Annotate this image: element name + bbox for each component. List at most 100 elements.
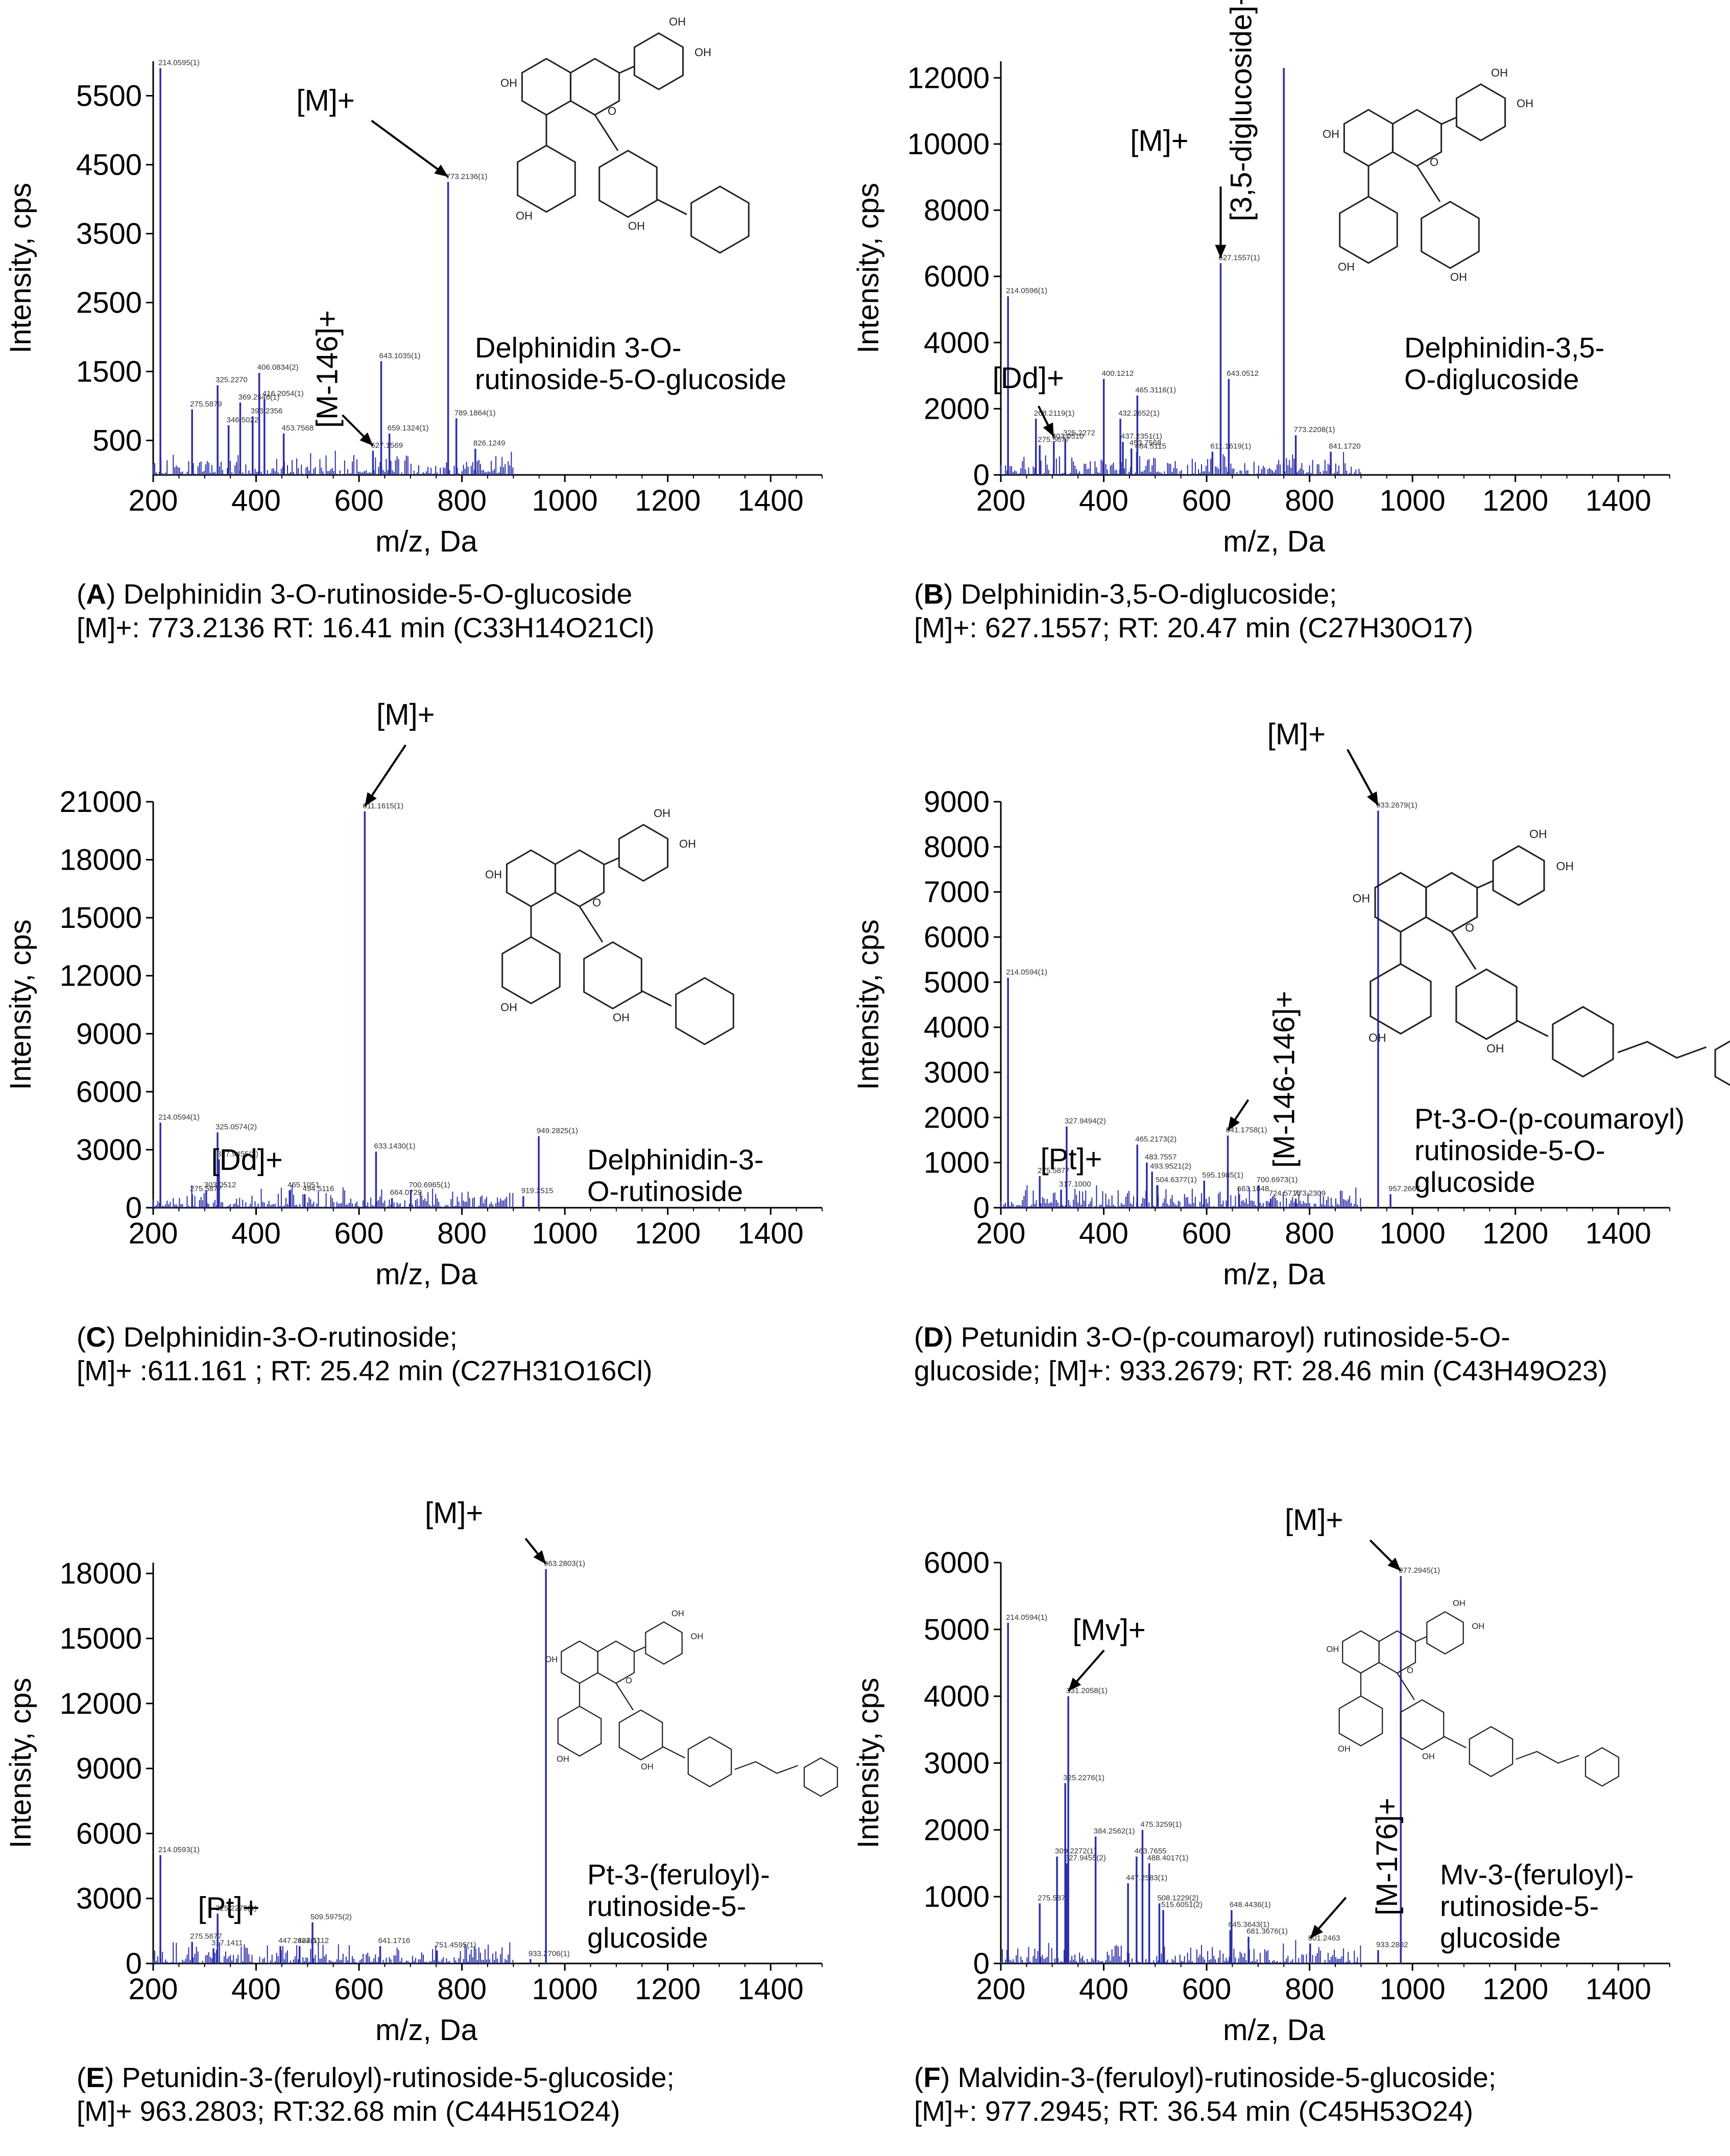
x-tick-label: 200 [129, 1217, 178, 1250]
peak-label: 325.2276(1) [1063, 1774, 1104, 1782]
y-tick-label: 500 [92, 424, 142, 458]
annotation: [M]+ [425, 1497, 547, 1565]
structure-drawing: OH OH OH O OH OH [1327, 1599, 1620, 1787]
peak-label: 275.5677 [190, 1932, 222, 1941]
y-tick-label: 12000 [907, 61, 990, 94]
peak-label: 919.2515 [521, 1186, 554, 1195]
x-tick-label: 1400 [1585, 484, 1651, 517]
y-tick-label: 8000 [924, 830, 990, 864]
peak-label: 453.7568 [1130, 439, 1162, 447]
svg-text:OH: OH [1368, 1031, 1386, 1044]
peak-label: 325.2275(1) [215, 1904, 257, 1912]
caption-c: (C) Delphinidin-3-O-rutinoside; [M]+ :611… [77, 1321, 653, 1386]
svg-text:[M]+: [M]+ [1130, 124, 1188, 157]
svg-text:O: O [592, 896, 601, 909]
x-tick-label: 1000 [1380, 1973, 1446, 2006]
y-tick-label: 6000 [76, 1075, 142, 1109]
peak-label: 437.2351(1) [1121, 432, 1162, 441]
peak-label: 663.1848 [1237, 1185, 1269, 1193]
svg-text:OH: OH [1556, 859, 1574, 873]
x-tick-label: 1200 [1482, 1973, 1548, 2006]
spectrum-panel-c: 0 3000 6000 9000 12000 15000 18000 21000 200 400 6… [4, 698, 823, 1291]
y-tick-label: 5500 [76, 80, 142, 113]
y-tick-label: 9000 [924, 785, 990, 819]
x-tick-label: 1400 [738, 1973, 804, 2006]
svg-text:[Pt]+: [Pt]+ [198, 1891, 260, 1924]
peak-label: 303.0510 [1052, 432, 1084, 441]
svg-text:OH: OH [500, 1001, 517, 1014]
y-tick-label: 0 [126, 1947, 142, 1980]
svg-text:OH: OH [691, 1632, 704, 1641]
annotation: [M]+ [1130, 124, 1227, 258]
annotation: [M-146]+ [310, 310, 374, 447]
compound-name: Delphinidin 3-O-rutinoside-5-O-glucoside [475, 331, 786, 395]
x-tick-label: 200 [129, 484, 178, 517]
peak-label: 432.2652(1) [1118, 409, 1160, 418]
compound-name: Pt-3-O-(p-coumaroyl) rutinoside-5-O-gluco… [1414, 1103, 1685, 1198]
peak-label: 214.0596(1) [1006, 286, 1047, 295]
peak-label: 826.1249 [473, 439, 506, 448]
caption-f: (F) Malvidin-3-(feruloyl)-rutinoside-5-g… [914, 2062, 1497, 2127]
peak-label: 700.6965(1) [409, 1181, 450, 1189]
x-tick-label: 400 [1079, 1973, 1128, 2006]
x-axis-title: m/z, Da [375, 1258, 478, 1291]
svg-text:OH: OH [1486, 1042, 1504, 1055]
peak-label: 447.2822(1) [278, 1936, 320, 1945]
x-tick-label: 1000 [1380, 484, 1446, 517]
peak-label: 508.1229(2) [1157, 1894, 1198, 1902]
peak-label: 643.1035(1) [379, 351, 421, 360]
y-tick-label: 0 [126, 1191, 142, 1225]
y-tick-label: 9000 [76, 1017, 142, 1050]
peak-label: 641.1758(1) [1226, 1126, 1267, 1135]
spectrum-panel-b: 0 2000 4000 6000 8000 10000 12000 200 400 600 800 1… [852, 0, 1670, 558]
peak-label: 488.4017(1) [1147, 1854, 1189, 1862]
caption-b: (B) Delphinidin-3,5-O-diglucoside; [M]+: … [914, 578, 1474, 643]
peak-label: 406.0834(2) [257, 363, 299, 372]
peak-label: 325.2270 [215, 376, 248, 385]
peak-label: 275.5677 [1038, 436, 1070, 444]
svg-text:[Dd]+: [Dd]+ [993, 362, 1064, 395]
svg-text:OH: OH [500, 77, 517, 89]
annotation: [Mv]+ [1067, 1614, 1146, 1692]
svg-text:[M]+: [M]+ [376, 698, 435, 731]
peak-label: 327.9455(2) [217, 1149, 258, 1158]
peak-label: 416.2054(1) [262, 390, 304, 398]
x-tick-label: 400 [231, 484, 281, 517]
peak-label: 957.2667 [1388, 1185, 1421, 1193]
peak-label: 659.1324(1) [388, 424, 429, 433]
peak-label: 611.1619(1) [1210, 442, 1251, 451]
peak-label: 933.2679(1) [1376, 801, 1417, 810]
noise-baseline [1000, 452, 1361, 475]
y-tick-label: 4500 [76, 149, 142, 182]
peak-label: 275.5877 [190, 1185, 222, 1193]
svg-text:OH: OH [1453, 1599, 1465, 1608]
y-axis-title: Intensity, cps [4, 1678, 37, 1848]
compound-name: Mv-3-(feruloyl)-rutinoside-5-glucoside [1440, 1858, 1634, 1954]
x-tick-label: 800 [437, 1973, 487, 2006]
peak-label: 483.7557 [1145, 1153, 1177, 1162]
y-tick-label: 6000 [924, 1546, 990, 1579]
svg-text:OH: OH [1517, 97, 1533, 110]
svg-text:OH: OH [557, 1755, 569, 1764]
x-tick-label: 400 [1079, 1217, 1128, 1250]
peak-label: 751.4595(1) [435, 1941, 476, 1950]
x-tick-label: 600 [334, 1973, 384, 2006]
svg-text:OH: OH [694, 46, 711, 59]
caption-a: (A) Delphinidin 3-O-rutinoside-5-O-gluco… [77, 578, 655, 643]
structure-drawing: OH OH OH O OH OH [545, 1609, 838, 1797]
peak-label: 475.3259(1) [1140, 1820, 1182, 1829]
peak-label: 275.5877 [1038, 1894, 1070, 1902]
x-axis-title: m/z, Da [1223, 2014, 1326, 2047]
y-axis-title: Intensity, cps [852, 183, 885, 353]
y-tick-label: 0 [973, 1191, 990, 1225]
svg-text:OH: OH [669, 15, 686, 28]
annotation: [M-176]+ [1309, 1798, 1404, 1939]
peak-label: 303.0512 [204, 1181, 236, 1189]
peak-label: 325.2272 [1063, 429, 1095, 438]
x-tick-label: 1000 [532, 1217, 598, 1250]
svg-text:OH: OH [1491, 66, 1508, 79]
y-tick-label: 1000 [924, 1146, 990, 1180]
y-tick-label: 3000 [76, 1882, 142, 1915]
svg-text:[Pt]+: [Pt]+ [1041, 1143, 1102, 1176]
y-tick-label: 1000 [924, 1880, 990, 1913]
